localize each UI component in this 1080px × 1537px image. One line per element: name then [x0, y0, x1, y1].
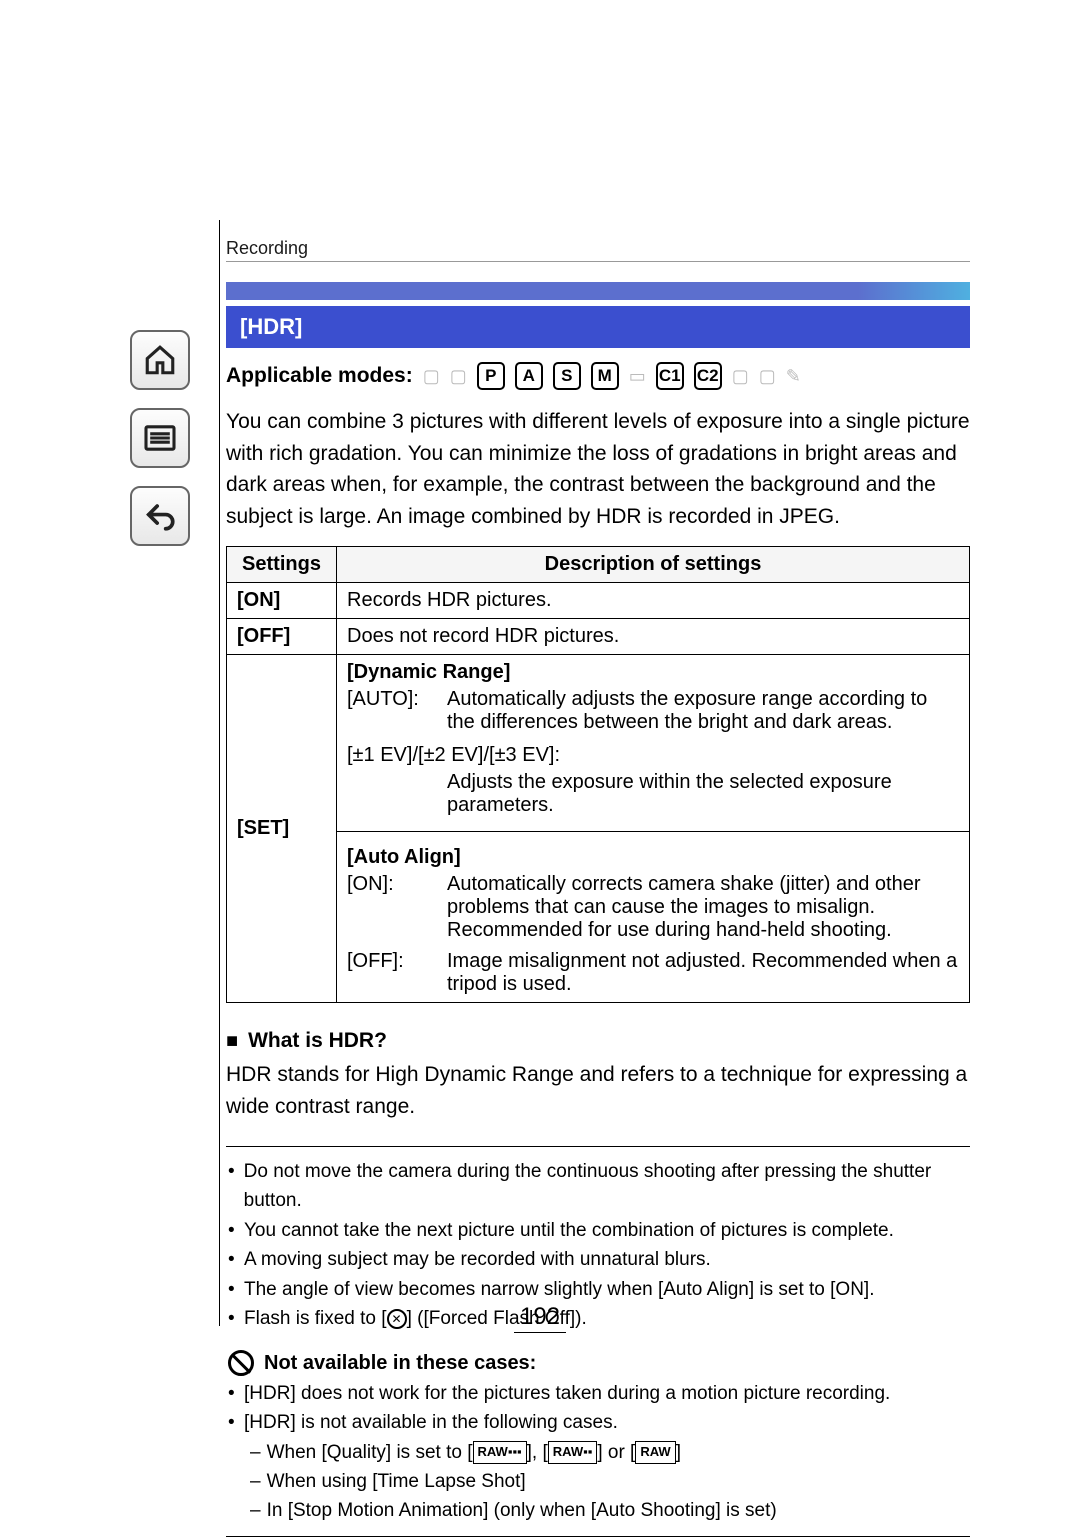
notes-box: •Do not move the camera during the conti… [226, 1146, 970, 1537]
mode-dim-icon: ✎ [786, 366, 801, 387]
page-content: Recording [HDR] Applicable modes: ▢ ▢ P … [226, 238, 970, 1537]
th-desc: Description of settings [337, 547, 970, 583]
align-off-desc: Image misalignment not adjusted. Recomme… [447, 950, 959, 996]
table-row: [SET] [Dynamic Range] [AUTO]: Automatica… [227, 655, 970, 1003]
auto-align-title: [Auto Align] [347, 846, 959, 869]
row-off-desc: Does not record HDR pictures. [337, 619, 970, 655]
vertical-divider [219, 220, 220, 1326]
ev-key: [±1 EV]/[±2 EV]/[±3 EV]: [347, 744, 959, 767]
mode-a: A [515, 362, 543, 390]
mode-p: P [477, 362, 505, 390]
row-set-body: [Dynamic Range] [AUTO]: Automatically ad… [337, 655, 970, 1003]
not-available-title: Not available in these cases: [264, 1348, 536, 1379]
mode-m: M [591, 362, 619, 390]
applicable-modes-label: Applicable modes: [226, 364, 413, 388]
ev-desc: Adjusts the exposure within the selected… [447, 771, 959, 817]
menu-icon[interactable] [130, 408, 190, 468]
mode-dim-icon: ▭ [629, 366, 646, 387]
mode-s: S [553, 362, 581, 390]
square-bullet-icon: ■ [226, 1030, 238, 1053]
row-off-label: [OFF] [227, 619, 337, 655]
notav-d3: In [Stop Motion Animation] (only when [A… [267, 1496, 777, 1525]
notav-d2: When using [Time Lapse Shot] [267, 1467, 526, 1496]
sidebar-nav [130, 330, 190, 546]
note-1: Do not move the camera during the contin… [244, 1157, 968, 1216]
intro-text: You can combine 3 pictures with differen… [226, 406, 970, 532]
page-number: 192 [0, 1303, 1080, 1331]
what-is-row: ■ What is HDR? [226, 1029, 970, 1053]
align-off-key: [OFF]: [347, 950, 437, 996]
top-banner [226, 282, 970, 300]
section-title: [HDR] [226, 306, 970, 348]
not-available-icon [228, 1350, 254, 1376]
mode-dim-icon: ▢ [759, 366, 776, 387]
th-settings: Settings [227, 547, 337, 583]
raw-icon: RAW▪▪ [548, 1441, 598, 1463]
align-on-desc: Automatically corrects camera shake (jit… [447, 873, 959, 942]
auto-key: [AUTO]: [347, 688, 437, 734]
breadcrumb: Recording [226, 238, 970, 259]
align-on-key: [ON]: [347, 873, 437, 942]
mode-dim-icon: ▢ [423, 366, 440, 387]
applicable-modes-row: Applicable modes: ▢ ▢ P A S M ▭ C1 C2 ▢ … [226, 362, 970, 390]
auto-desc: Automatically adjusts the exposure range… [447, 688, 959, 734]
what-is-title: What is HDR? [248, 1029, 387, 1053]
table-row: [ON] Records HDR pictures. [227, 583, 970, 619]
mode-dim-icon: ▢ [450, 366, 467, 387]
notav-2: [HDR] is not available in the following … [244, 1408, 618, 1437]
note-4: The angle of view becomes narrow slightl… [244, 1275, 874, 1304]
raw-icon: RAW▪▪▪ [473, 1441, 527, 1463]
manual-page: Recording [HDR] Applicable modes: ▢ ▢ P … [0, 0, 1080, 1526]
row-set-label: [SET] [227, 655, 337, 1003]
note-3: A moving subject may be recorded with un… [244, 1245, 711, 1274]
back-icon[interactable] [130, 486, 190, 546]
table-row: [OFF] Does not record HDR pictures. [227, 619, 970, 655]
notav-1: [HDR] does not work for the pictures tak… [244, 1379, 890, 1408]
mode-dim-icon: ▢ [732, 366, 749, 387]
mode-c1: C1 [656, 362, 684, 390]
mode-c2: C2 [694, 362, 722, 390]
notav-d1: When [Quality] is set to [RAW▪▪▪], [RAW▪… [267, 1438, 681, 1467]
dynamic-range-title: [Dynamic Range] [347, 661, 959, 684]
row-on-label: [ON] [227, 583, 337, 619]
raw-icon: RAW [635, 1441, 675, 1463]
breadcrumb-underline [226, 261, 970, 262]
note-2: You cannot take the next picture until t… [244, 1216, 894, 1245]
row-on-desc: Records HDR pictures. [337, 583, 970, 619]
what-is-text: HDR stands for High Dynamic Range and re… [226, 1059, 970, 1122]
home-icon[interactable] [130, 330, 190, 390]
settings-table: Settings Description of settings [ON] Re… [226, 546, 970, 1003]
